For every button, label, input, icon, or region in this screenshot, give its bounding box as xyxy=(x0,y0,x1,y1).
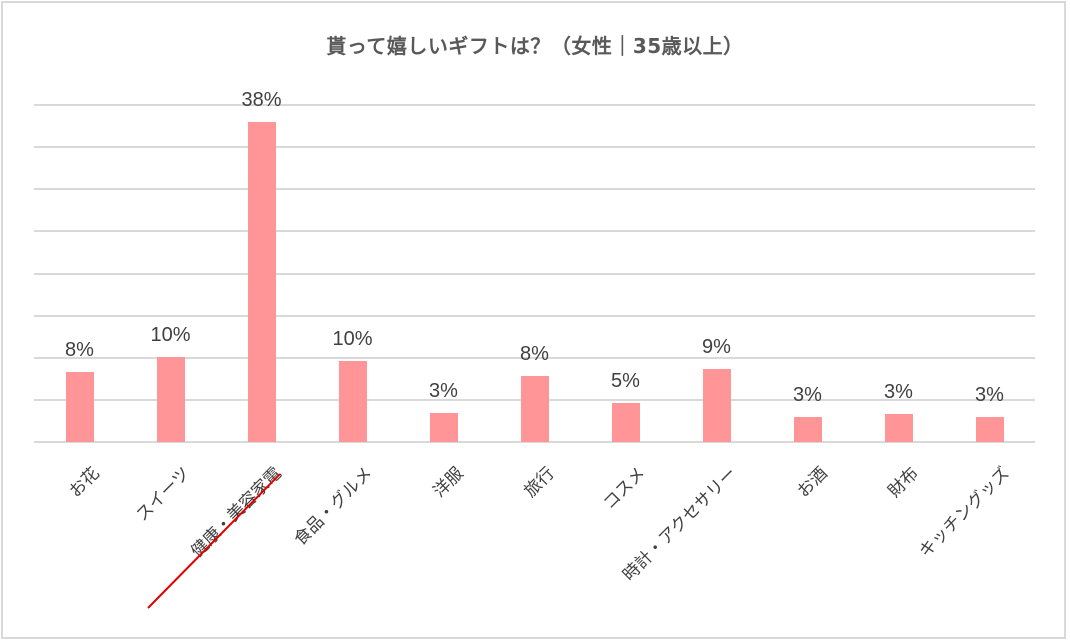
data-label: 9% xyxy=(702,335,731,358)
data-label: 10% xyxy=(332,328,373,351)
chart-title: 貰って嬉しいギフトは？（女性｜35歳以上） xyxy=(326,34,744,58)
data-label: 5% xyxy=(611,370,640,393)
data-label: 8% xyxy=(520,343,549,366)
bar xyxy=(611,403,640,442)
data-label: 3% xyxy=(793,383,822,406)
gridline xyxy=(34,146,1035,149)
data-label: 8% xyxy=(65,339,94,362)
data-label: 3% xyxy=(975,383,1004,406)
bar xyxy=(156,356,185,442)
gridline xyxy=(34,104,1035,106)
gridline xyxy=(34,188,1035,191)
data-label: 10% xyxy=(150,323,191,346)
bar xyxy=(884,414,913,442)
bar xyxy=(429,413,458,442)
bar xyxy=(702,368,731,442)
gridline xyxy=(34,314,1035,317)
bar xyxy=(247,121,276,442)
bar xyxy=(65,372,94,442)
gridline xyxy=(34,356,1035,359)
gridline xyxy=(34,230,1035,233)
bar xyxy=(338,361,367,442)
data-label: 38% xyxy=(241,88,282,111)
bar xyxy=(520,376,549,442)
gridline xyxy=(34,441,1035,443)
data-label: 3% xyxy=(429,380,458,403)
data-label: 3% xyxy=(884,381,913,404)
gridline xyxy=(34,272,1035,275)
bar xyxy=(793,416,822,442)
bar xyxy=(975,416,1004,442)
